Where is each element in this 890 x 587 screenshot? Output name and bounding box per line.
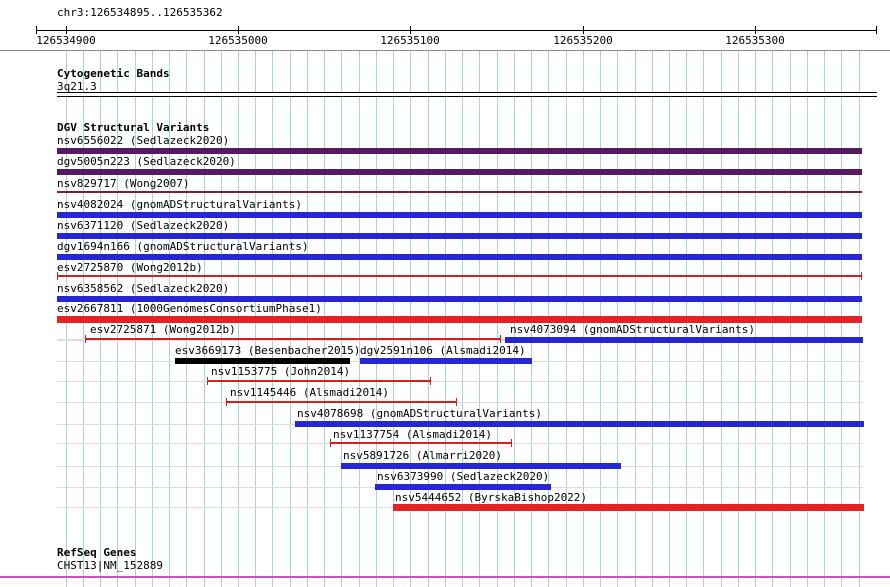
refseq-gene-label[interactable]: CHST13|NM_152889 xyxy=(57,559,163,572)
variant-end-tick xyxy=(207,377,208,385)
variant-label[interactable]: nsv4073094 (gnomADStructuralVariants) xyxy=(510,323,756,336)
row-baseline xyxy=(57,381,863,382)
variant-bar[interactable] xyxy=(57,233,862,239)
variant-label[interactable]: nsv1153775 (John2014) xyxy=(211,365,351,378)
variant-bar[interactable] xyxy=(57,275,862,277)
variant-bar[interactable] xyxy=(393,504,864,511)
variant-end-tick xyxy=(430,377,431,385)
variant-end-tick xyxy=(57,272,58,280)
variant-label[interactable]: nsv4082024 (gnomADStructuralVariants) xyxy=(57,198,303,211)
variant-end-tick xyxy=(861,272,862,280)
variant-label[interactable]: nsv1145446 (Alsmadi2014) xyxy=(230,386,389,399)
variant-label[interactable]: nsv6358562 (Sedlazeck2020) xyxy=(57,282,230,295)
variant-bar[interactable] xyxy=(57,254,862,260)
variant-bar[interactable] xyxy=(226,401,457,403)
cytobands-section-title: Cytogenetic Bands xyxy=(57,67,170,80)
variant-label[interactable]: esv2725871 (Wong2012b) xyxy=(90,323,236,336)
variant-bar[interactable] xyxy=(375,484,551,490)
variant-bar[interactable] xyxy=(57,296,862,302)
variant-bar[interactable] xyxy=(341,463,621,469)
variant-end-tick xyxy=(456,398,457,406)
variant-label[interactable]: dgv1694n166 (gnomADStructuralVariants) xyxy=(57,240,309,253)
variant-bar[interactable] xyxy=(57,148,862,154)
variant-bar[interactable] xyxy=(505,337,863,343)
ruler-tick xyxy=(583,26,584,34)
ruler-tick-label: 126535300 xyxy=(725,34,785,47)
variant-bar[interactable] xyxy=(57,169,862,175)
refseq-gene-bar[interactable] xyxy=(0,576,890,578)
variant-end-tick xyxy=(226,398,227,406)
variant-label[interactable]: dgv5005n223 (Sedlazeck2020) xyxy=(57,155,236,168)
variant-bar[interactable] xyxy=(85,338,501,340)
ruler-right-endcap xyxy=(876,26,877,34)
variant-label[interactable]: esv2667811 (1000GenomesConsortiumPhase1) xyxy=(57,302,322,315)
variant-end-tick xyxy=(511,439,512,447)
variant-bar[interactable] xyxy=(207,380,431,382)
variant-label[interactable]: esv2725870 (Wong2012b) xyxy=(57,261,203,274)
ruler-tick-label: 126535000 xyxy=(208,34,268,47)
ruler-left-endcap xyxy=(36,26,37,34)
variant-bar[interactable] xyxy=(57,191,862,193)
variant-label[interactable]: nsv829717 (Wong2007) xyxy=(57,177,190,190)
variant-label[interactable]: esv3669173 (Besenbacher2015) xyxy=(175,344,361,357)
ruler: 126534900 126535000 126535100 126535200 1265… xyxy=(0,0,890,50)
variant-bar[interactable] xyxy=(295,421,864,427)
ruler-tick xyxy=(755,26,756,34)
variant-label[interactable]: dgv2591n106 (Alsmadi2014) xyxy=(360,344,526,357)
variant-label[interactable]: nsv1137754 (Alsmadi2014) xyxy=(333,428,492,441)
ruler-tick xyxy=(410,26,411,34)
region-title: chr3:126534895..126535362 xyxy=(57,6,223,19)
variant-label[interactable]: nsv6371120 (Sedlazeck2020) xyxy=(57,219,230,232)
variant-label[interactable]: nsv5891726 (Almarri2020) xyxy=(343,449,502,462)
refseq-section-title: RefSeq Genes xyxy=(57,546,137,559)
ruler-line xyxy=(36,30,877,31)
variant-bar[interactable] xyxy=(175,358,350,364)
variant-end-tick xyxy=(85,335,86,343)
variant-label[interactable]: nsv4078698 (gnomADStructuralVariants) xyxy=(297,407,543,420)
row-baseline xyxy=(57,402,863,403)
variant-label[interactable]: nsv5444652 (ByrskaBishop2022) xyxy=(395,491,588,504)
variant-bar[interactable] xyxy=(360,358,532,364)
variant-label[interactable]: nsv6556022 (Sedlazeck2020) xyxy=(57,134,230,147)
cytoband-label[interactable]: 3q21.3 xyxy=(57,80,97,93)
cytoband-bar[interactable] xyxy=(57,92,877,97)
ruler-tick-label: 126535100 xyxy=(380,34,440,47)
variant-label[interactable]: nsv6373990 (Sedlazeck2020) xyxy=(377,470,550,483)
ruler-tick xyxy=(66,26,67,34)
variant-bar[interactable] xyxy=(57,212,862,218)
variant-bar[interactable] xyxy=(57,316,862,323)
variant-bar[interactable] xyxy=(330,442,512,444)
variant-end-tick xyxy=(330,439,331,447)
ruler-tick-label: 126535200 xyxy=(553,34,613,47)
ruler-tick xyxy=(238,26,239,34)
variant-end-tick xyxy=(500,335,501,343)
ruler-separator-line xyxy=(0,50,890,51)
ruler-tick-label: 126534900 xyxy=(36,34,96,47)
row-baseline xyxy=(57,340,863,341)
dgv-section-title: DGV Structural Variants xyxy=(57,121,210,134)
